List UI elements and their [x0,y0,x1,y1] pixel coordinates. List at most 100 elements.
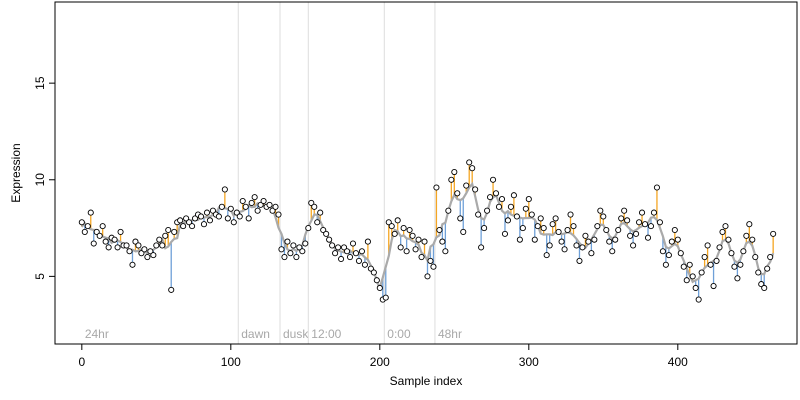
data-point [218,203,225,210]
data-point [239,197,246,205]
data-point [129,261,136,268]
data-point [352,250,360,257]
data-point [254,207,261,214]
data-point [761,284,768,292]
data-point [81,228,88,235]
data-point [284,238,291,245]
data-point [671,226,678,234]
data-point [177,217,184,224]
data-point [707,261,714,268]
data-point [180,223,187,230]
y-axis-label: Expression [9,143,23,202]
data-point [644,234,652,241]
data-point [570,223,577,230]
data-point [376,284,383,292]
data-point [96,232,103,239]
data-point [236,213,243,220]
data-point [427,257,434,264]
data-point [126,248,133,255]
data-point [734,275,741,282]
phase-label: 0:00 [387,327,411,341]
data-point [397,244,404,251]
data-point [338,255,345,263]
data-point [230,219,237,226]
data-point [677,250,684,257]
data-point [582,232,589,239]
data-point [105,244,112,251]
data-point [752,254,759,261]
data-point [165,226,172,234]
data-point [272,203,279,210]
y-tick-label: 15 [33,76,47,90]
data-point [633,230,640,237]
data-point [531,236,538,243]
data-point [203,209,211,216]
data-point [588,250,595,257]
data-point [433,184,440,191]
data-point [519,225,526,232]
data-point [618,215,625,222]
data-point [475,211,482,218]
x-tick-label: 200 [370,355,390,369]
data-point [463,182,470,189]
data-point [269,207,276,214]
data-point [522,205,529,212]
data-point [612,236,619,243]
y-tick-label: 5 [33,273,47,280]
data-point [299,248,306,255]
phase-label: 24hr [85,327,109,341]
data-point [192,215,199,222]
data-point [719,228,726,235]
data-point [343,248,351,255]
data-point [662,261,669,268]
data-point [341,244,348,251]
data-point [197,213,205,220]
data-point [594,223,601,230]
data-point [731,263,738,270]
data-point [585,238,592,245]
data-point [668,238,675,245]
data-point [171,228,178,235]
data-point [728,250,735,257]
data-point [442,248,449,255]
data-point [189,223,196,230]
data-point [492,190,500,197]
data-point [665,252,672,259]
data-point [135,242,142,249]
data-point [767,254,774,261]
data-point [722,223,729,230]
data-point [436,226,443,234]
data-point [659,248,666,255]
data-point [90,240,97,247]
data-point [758,281,765,288]
data-point [603,226,610,234]
data-point [168,286,175,293]
data-point [78,219,85,226]
data-point [466,159,473,166]
data-point [487,194,494,201]
data-point [156,236,163,243]
data-point [364,238,371,245]
x-tick-label: 300 [519,355,539,369]
phase-label: dusk [283,327,309,341]
data-point [576,257,583,264]
data-point [245,215,252,222]
data-point [296,244,303,251]
data-point [308,199,315,206]
x-tick-label: 100 [221,355,241,369]
data-point [749,236,756,243]
data-point [770,230,777,237]
data-point [418,254,425,261]
data-point [460,228,467,235]
data-point [138,250,145,257]
data-point [647,223,655,230]
data-point [424,273,431,280]
data-point [361,261,368,268]
data-point [293,254,300,261]
data-point [683,277,690,284]
data-point [251,194,258,201]
data-point [516,236,523,243]
phase-markers: 24hr dawn dusk 12:00 0:00 48hr [85,2,462,344]
plot-frame [54,1,798,345]
x-tick-label: 0 [78,355,85,369]
